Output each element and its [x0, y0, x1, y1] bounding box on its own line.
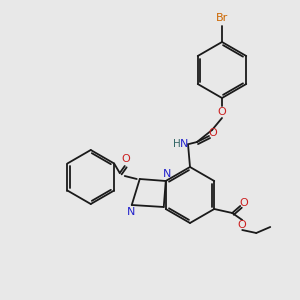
Text: O: O	[238, 220, 247, 230]
Text: N: N	[127, 207, 135, 217]
Text: O: O	[240, 198, 249, 208]
Text: Br: Br	[216, 13, 228, 23]
Text: N: N	[180, 139, 188, 149]
Text: O: O	[218, 107, 226, 117]
Text: O: O	[122, 154, 130, 164]
Text: N: N	[163, 169, 171, 179]
Text: H: H	[173, 139, 181, 149]
Text: O: O	[208, 128, 217, 138]
